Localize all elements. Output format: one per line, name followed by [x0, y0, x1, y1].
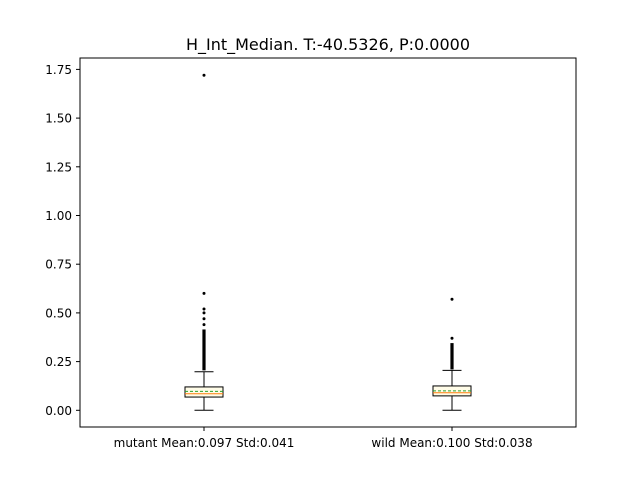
y-tick-label: 0.75: [45, 258, 72, 272]
outlier-point: [202, 317, 206, 321]
y-tick-label: 1.50: [45, 112, 72, 126]
y-tick-label: 0.50: [45, 306, 72, 320]
y-tick-label: 1.75: [45, 63, 72, 77]
outlier-point: [202, 311, 206, 315]
outlier-point: [450, 336, 454, 340]
plot-area: 0.00 0.25 0.50 0.75 1.00 1.25 1.50 1.75 mutant M…: [45, 63, 532, 450]
outlier-cluster: [202, 329, 206, 371]
y-tick-label: 1.25: [45, 160, 72, 174]
axes-frame: [79, 57, 577, 428]
x-tick-label: wild Mean:0.100 Std:0.038: [371, 436, 532, 450]
outlier-point: [450, 297, 454, 301]
box-iqr: [184, 386, 224, 398]
outlier-cluster: [450, 343, 454, 370]
outlier-point: [202, 291, 206, 295]
outlier-point: [202, 307, 206, 311]
outlier-point: [202, 323, 206, 327]
chart-title: H_Int_Median. T:-40.5326, P:0.0000: [186, 35, 470, 55]
y-tick-label: 1.00: [45, 209, 72, 223]
y-tick-label: 0.25: [45, 355, 72, 369]
outlier-point: [202, 73, 206, 77]
y-tick-label: 0.00: [45, 404, 72, 418]
x-tick-label: mutant Mean:0.097 Std:0.041: [114, 436, 295, 450]
